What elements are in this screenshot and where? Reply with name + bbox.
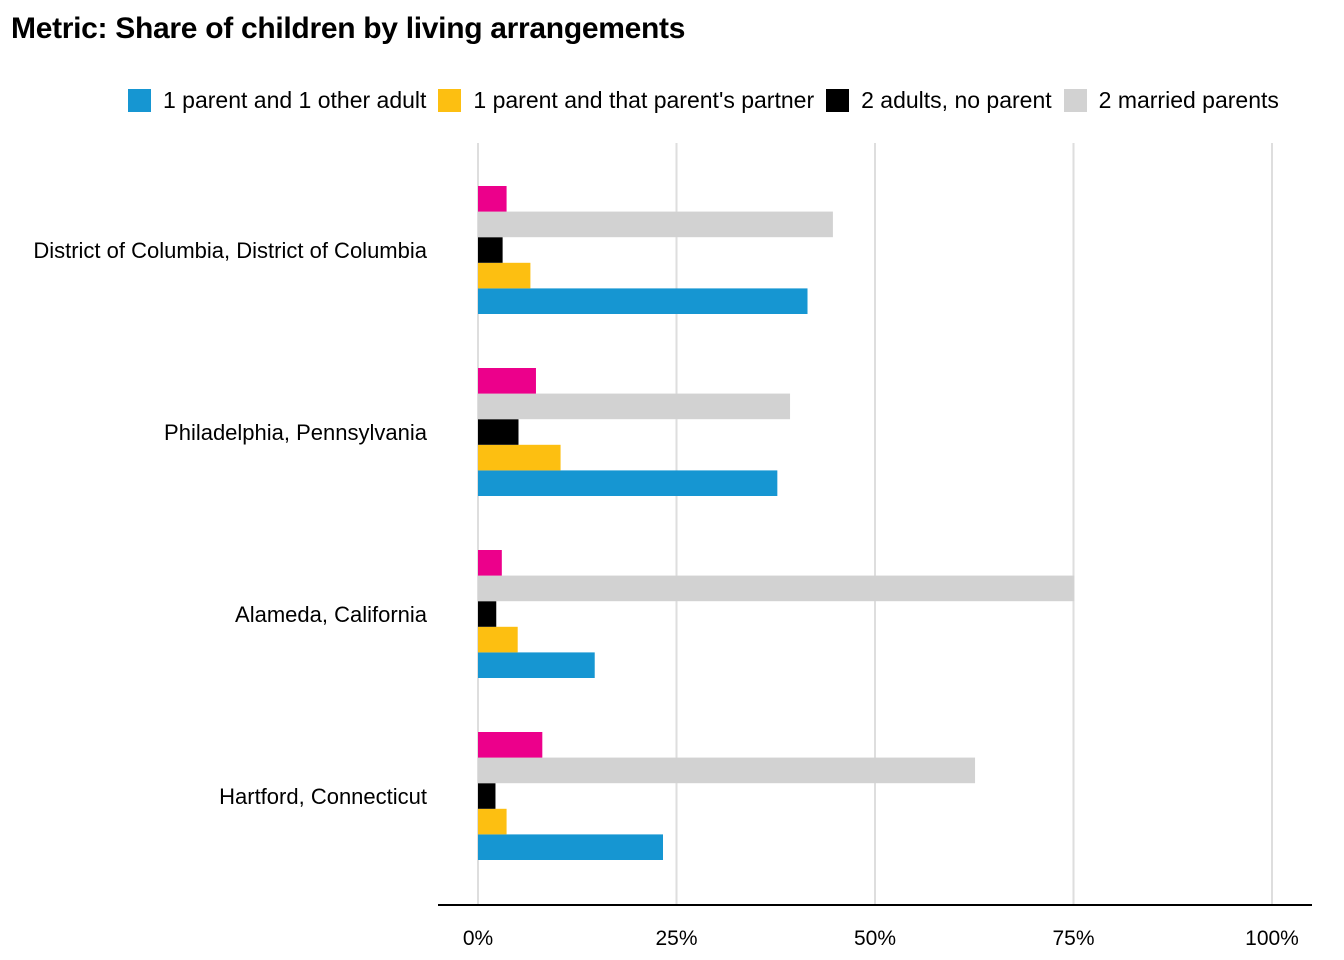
legend-label: 1 parent and 1 other adult (163, 86, 427, 113)
legend-label: 1 parent and that parent's partner (473, 86, 815, 113)
chart-title: Metric: Share of children by living arra… (11, 12, 686, 45)
x-tick-label: 25% (655, 927, 697, 950)
legend-swatch (1063, 88, 1087, 112)
bar (478, 808, 507, 835)
bar (478, 834, 664, 860)
legend-swatch (826, 88, 850, 112)
chart-legend: 1 parent and 1 other adult 1 parent and … (128, 84, 1344, 116)
bar (478, 626, 518, 653)
bar (478, 783, 496, 809)
x-tick-label: 0% (463, 927, 493, 950)
bar (478, 211, 833, 238)
legend-item: 1 parent and that parent's partner (438, 87, 814, 114)
bar (478, 732, 543, 758)
bar (478, 262, 531, 289)
bar (478, 444, 561, 471)
legend-item: 1 parent and 1 other adult (128, 87, 426, 114)
bar (478, 419, 519, 445)
bar (478, 470, 778, 496)
x-tick-label: 100% (1245, 927, 1299, 950)
bar (478, 652, 595, 678)
legend-swatch (128, 88, 151, 112)
legend-swatch (438, 88, 462, 112)
x-tick-label: 50% (854, 927, 896, 950)
legend-item: 2 adults, no parent (826, 87, 1052, 114)
x-tick-label: 75% (1052, 927, 1094, 950)
bar (478, 601, 497, 627)
category-label: District of Columbia, District of Columb… (33, 238, 427, 263)
bar (478, 186, 507, 212)
legend-label: 2 married parents (1098, 86, 1279, 113)
bar (478, 368, 536, 394)
bar (478, 393, 791, 420)
bar (478, 757, 976, 784)
bar (478, 237, 503, 263)
legend-item: 2 married parents (1063, 86, 1279, 114)
bar (478, 288, 808, 314)
legend-label: 2 adults, no parent (861, 86, 1052, 113)
category-label: Philadelphia, Pennsylvania (164, 420, 428, 445)
bar (478, 550, 502, 576)
category-label: Alameda, California (235, 602, 428, 627)
bar (478, 575, 1075, 602)
category-label: Hartford, Connecticut (219, 784, 427, 809)
